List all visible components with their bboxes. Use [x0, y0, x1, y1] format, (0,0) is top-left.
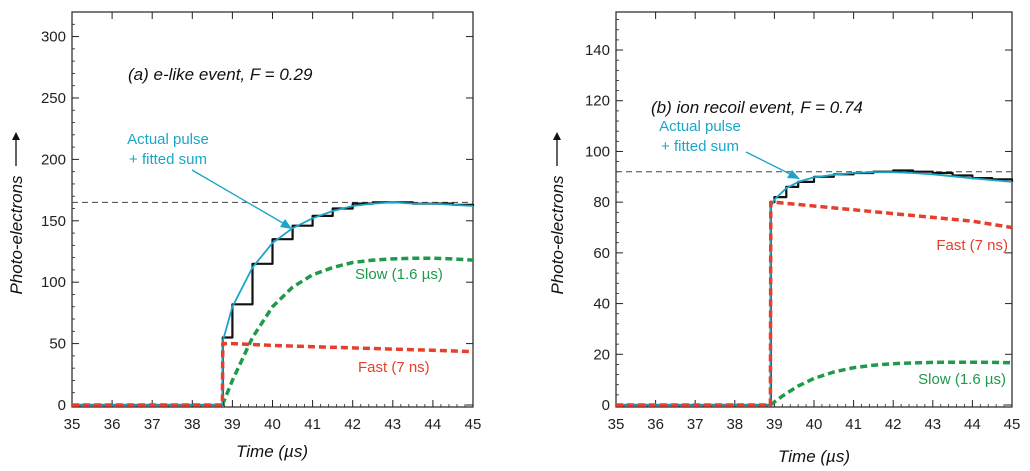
x-tick-label: 45	[1004, 416, 1021, 433]
panel-b: 35 36 37 38 39 40 41 42 43 44 45 0 20 40 60 80 100 120 140…	[548, 11, 1020, 466]
y-tick-label: 150	[41, 213, 66, 230]
panel-a-y-axis-label: Photo-electrons	[7, 175, 26, 295]
y-tick-label: 0	[58, 397, 66, 414]
panel-b-actual-label: Actual pulse	[659, 118, 741, 135]
x-tick-label: 36	[104, 416, 121, 433]
panel-b-annotation-arrow	[745, 151, 795, 177]
x-tick-label: 44	[964, 416, 981, 433]
y-tick-label: 200	[41, 151, 66, 168]
x-tick-label: 45	[465, 416, 482, 433]
series-fit-line	[616, 171, 1013, 406]
y-tick-label: 100	[585, 143, 610, 160]
x-tick-label: 38	[726, 416, 743, 433]
panel-b-plot-frame	[615, 11, 1013, 408]
panel-b-arrowhead	[787, 170, 800, 179]
x-tick-label: 40	[264, 416, 281, 433]
y-tick-label: 40	[593, 296, 610, 313]
y-tick-label: 0	[602, 397, 610, 414]
x-tick-label: 43	[384, 416, 401, 433]
panel-b-y-axis: Photo-electrons	[548, 132, 567, 295]
panel-a-slow-label: Slow (1.6 µs)	[355, 266, 443, 283]
x-tick-label: 37	[144, 416, 161, 433]
panel-b-fast-label: Fast (7 ns)	[936, 237, 1008, 254]
y-tick-label: 140	[585, 42, 610, 59]
y-tick-label: 60	[593, 245, 610, 262]
x-tick-label: 41	[845, 416, 862, 433]
panel-a-y-axis: Photo-electrons	[7, 132, 26, 295]
series-fit-line	[72, 201, 474, 406]
series-fast-line	[72, 341, 474, 407]
panel-b-y-axis-arrowhead	[553, 132, 561, 140]
panel-b-title: (b) ion recoil event, F = 0.74	[651, 98, 863, 117]
y-tick-label: 20	[593, 346, 610, 363]
panel-b-y-axis-label: Photo-electrons	[548, 175, 567, 295]
y-tick-label: 50	[49, 336, 66, 353]
y-tick-label: 300	[41, 29, 66, 46]
x-tick-label: 35	[64, 416, 81, 433]
panel-a-series	[72, 201, 475, 407]
panel-b-fit-label: + fitted sum	[661, 138, 739, 155]
x-tick-label: 43	[924, 416, 941, 433]
y-tick-label: 250	[41, 90, 66, 107]
panel-a-annotation-arrow	[191, 169, 289, 227]
x-tick-label: 37	[687, 416, 704, 433]
panel-a-x-axis-label: Time (µs)	[236, 442, 308, 461]
x-tick-label: 42	[344, 416, 361, 433]
panel-a-fit-label: + fitted sum	[129, 151, 207, 168]
x-tick-label: 41	[304, 416, 321, 433]
panel-a-title: (a) e-like event, F = 0.29	[128, 65, 313, 84]
x-tick-label: 40	[806, 416, 823, 433]
panel-b-slow-label: Slow (1.6 µs)	[918, 371, 1006, 388]
panel-a: 35 36 37 38 39 40 41 42 43 44 45 0 50 100 150 200 250 300…	[7, 11, 482, 461]
series-slow-line	[769, 360, 1013, 407]
y-tick-label: 100	[41, 274, 66, 291]
x-tick-label: 35	[608, 416, 625, 433]
panel-a-actual-label: Actual pulse	[127, 131, 209, 148]
panel-a-y-axis-arrowhead	[12, 132, 20, 140]
panel-b-x-axis-label: Time (µs)	[778, 447, 850, 466]
series-slow-line	[220, 256, 474, 406]
series-fast-line	[616, 200, 1013, 407]
x-tick-label: 39	[224, 416, 241, 433]
x-tick-label: 38	[184, 416, 201, 433]
x-tick-label: 44	[425, 416, 442, 433]
y-tick-label: 80	[593, 194, 610, 211]
y-tick-label: 120	[585, 93, 610, 110]
x-tick-label: 39	[766, 416, 783, 433]
x-tick-label: 36	[647, 416, 664, 433]
panel-a-arrowhead	[280, 219, 292, 229]
x-tick-label: 42	[885, 416, 902, 433]
panel-b-ticks: 35 36 37 38 39 40 41 42 43 44 45 0 20 40 60 80 100 120 140	[585, 12, 1020, 433]
panel-b-series	[616, 169, 1014, 407]
panel-a-fast-label: Fast (7 ns)	[358, 359, 430, 376]
